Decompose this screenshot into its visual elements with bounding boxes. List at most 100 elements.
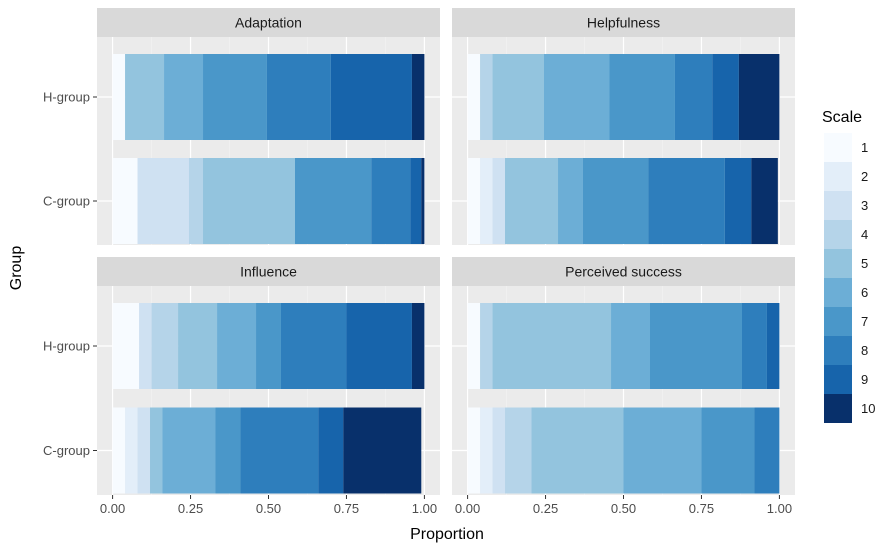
strip-helpfulness xyxy=(452,8,795,37)
bar-segment-influence-h-group-scale-5 xyxy=(178,303,218,389)
strip-adaptation xyxy=(97,8,440,37)
legend-label-1: 1 xyxy=(861,140,868,155)
legend-item-6: 6 xyxy=(824,278,868,307)
bar-segment-perceived-success-h-group-scale-9 xyxy=(766,303,780,389)
bar-segment-influence-h-group-scale-8 xyxy=(280,303,347,389)
x-tick-label: 0.00 xyxy=(100,501,125,516)
legend-items: 1 2 3 4 5 6 7 8 9 10 xyxy=(824,133,875,423)
bar-segment-influence-c-group-scale-10 xyxy=(343,407,422,494)
legend-label-5: 5 xyxy=(861,256,868,271)
bar-segment-helpfulness-h-group-scale-6 xyxy=(543,54,610,140)
strip-influence xyxy=(97,257,440,286)
strip-perceived-success xyxy=(452,257,795,286)
bar-segment-perceived-success-h-group-scale-6 xyxy=(611,303,651,389)
bar-segment-perceived-success-c-group-scale-4 xyxy=(505,407,532,494)
x-axis-title: Proportion xyxy=(410,526,484,543)
bar-segment-adaptation-c-group-scale-9 xyxy=(410,158,422,244)
legend-item-4: 4 xyxy=(824,220,868,249)
legend-item-9: 9 xyxy=(824,365,868,394)
legend-label-10: 10 xyxy=(861,401,875,416)
bar-segment-perceived-success-c-group-scale-2 xyxy=(480,407,493,494)
bar-segment-helpfulness-c-group-scale-5 xyxy=(505,158,559,244)
bar-segment-adaptation-h-group-scale-5 xyxy=(125,54,165,140)
bar-segment-influence-c-group-scale-8 xyxy=(240,407,319,494)
bar-segment-perceived-success-h-group-scale-4 xyxy=(480,303,493,389)
bar-segment-influence-h-group-scale-7 xyxy=(256,303,281,389)
legend-key-9 xyxy=(824,365,852,394)
legend-label-4: 4 xyxy=(861,227,868,242)
bar-segment-perceived-success-c-group-scale-8 xyxy=(754,407,780,494)
bar-segment-influence-h-group-scale-3 xyxy=(139,303,152,389)
panel-helpfulness: Helpfulness xyxy=(452,8,795,245)
bar-segment-adaptation-c-group-scale-7 xyxy=(295,158,372,244)
x-tick-label: 0.50 xyxy=(256,501,281,516)
y-tick-label-h-group: H-group xyxy=(43,339,90,354)
x-tick-label: 0.25 xyxy=(533,501,558,516)
bar-segment-perceived-success-h-group-scale-1 xyxy=(467,303,481,389)
bar-segment-influence-h-group-scale-9 xyxy=(346,303,412,389)
legend-key-1 xyxy=(824,133,852,162)
bar-segment-influence-h-group-scale-10 xyxy=(411,303,425,389)
bar-segment-perceived-success-h-group-scale-8 xyxy=(741,303,767,389)
legend-item-2: 2 xyxy=(824,162,868,191)
legend-key-10 xyxy=(824,394,852,423)
bar-segment-helpfulness-h-group-scale-9 xyxy=(712,54,739,140)
bar-segment-perceived-success-h-group-scale-5 xyxy=(492,303,612,389)
bar-segment-adaptation-h-group-scale-1 xyxy=(112,54,126,140)
bar-segment-adaptation-h-group-scale-8 xyxy=(266,54,331,140)
legend-item-3: 3 xyxy=(824,191,868,220)
x-tick-label: 0.50 xyxy=(611,501,636,516)
panel-perceived-success: Perceived success 0.00 0.25 0.50 0.75 1.00 xyxy=(452,257,795,516)
strip-label-helpfulness: Helpfulness xyxy=(587,15,660,31)
bar-segment-helpfulness-h-group-scale-8 xyxy=(674,54,713,140)
bar-segment-perceived-success-c-group-scale-5 xyxy=(531,407,624,494)
x-tick-label: 1.00 xyxy=(412,501,437,516)
legend-key-6 xyxy=(824,278,852,307)
bar-segment-helpfulness-c-group-scale-10 xyxy=(751,158,778,244)
legend-key-5 xyxy=(824,249,852,278)
y-tick-label-h-group: H-group xyxy=(43,90,90,105)
bar-segment-adaptation-h-group-scale-6 xyxy=(164,54,204,140)
strip-label-influence: Influence xyxy=(240,264,297,280)
bar-segment-influence-c-group-scale-5 xyxy=(150,407,163,494)
panels-layer: Adaptation H-group C-group Helpfulness Influ… xyxy=(43,8,795,516)
bar-segment-helpfulness-c-group-scale-9 xyxy=(724,158,752,244)
legend-key-3 xyxy=(824,191,852,220)
bar-segment-helpfulness-h-group-scale-10 xyxy=(738,54,780,140)
y-tick-label-c-group: C-group xyxy=(43,194,90,209)
bar-segment-helpfulness-h-group-scale-4 xyxy=(480,54,493,140)
legend-label-6: 6 xyxy=(861,285,868,300)
x-tick-label: 1.00 xyxy=(767,501,792,516)
bar-segment-adaptation-c-group-scale-8 xyxy=(371,158,411,244)
legend-label-7: 7 xyxy=(861,314,868,329)
legend-key-2 xyxy=(824,162,852,191)
legend-item-5: 5 xyxy=(824,249,868,278)
legend-label-2: 2 xyxy=(861,169,868,184)
bar-segment-adaptation-h-group-scale-10 xyxy=(411,54,425,140)
bar-segment-adaptation-c-group-scale-5 xyxy=(203,158,296,244)
bar-segment-helpfulness-h-group-scale-5 xyxy=(492,54,544,140)
bar-segment-adaptation-c-group-scale-1 xyxy=(112,158,138,244)
bar-segment-helpfulness-h-group-scale-1 xyxy=(467,54,481,140)
bar-segment-perceived-success-c-group-scale-1 xyxy=(467,407,481,494)
legend-item-7: 7 xyxy=(824,307,868,336)
bar-segment-helpfulness-c-group-scale-2 xyxy=(480,158,493,244)
bar-segment-influence-c-group-scale-7 xyxy=(215,407,241,494)
x-tick-label: 0.75 xyxy=(689,501,714,516)
bar-segment-adaptation-h-group-scale-9 xyxy=(330,54,412,140)
bar-segment-perceived-success-c-group-scale-7 xyxy=(701,407,755,494)
bar-segment-helpfulness-h-group-scale-7 xyxy=(609,54,675,140)
x-tick-label: 0.75 xyxy=(334,501,359,516)
bar-segment-adaptation-c-group-scale-3 xyxy=(137,158,189,244)
bar-segment-helpfulness-c-group-scale-6 xyxy=(558,158,583,244)
bar-segment-influence-c-group-scale-2 xyxy=(125,407,138,494)
strip-label-perceived-success: Perceived success xyxy=(565,264,682,280)
bar-segment-helpfulness-c-group-scale-7 xyxy=(582,158,649,244)
bar-segment-influence-h-group-scale-4 xyxy=(151,303,179,389)
bar-segment-influence-c-group-scale-6 xyxy=(162,407,216,494)
legend-item-10: 10 xyxy=(824,394,875,423)
panel-adaptation: Adaptation H-group C-group xyxy=(43,8,440,245)
bar-segment-adaptation-c-group-scale-4 xyxy=(188,158,204,244)
bar-segment-helpfulness-c-group-scale-3 xyxy=(492,158,506,244)
